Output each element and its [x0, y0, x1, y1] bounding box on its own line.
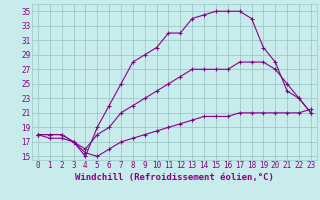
- X-axis label: Windchill (Refroidissement éolien,°C): Windchill (Refroidissement éolien,°C): [75, 173, 274, 182]
